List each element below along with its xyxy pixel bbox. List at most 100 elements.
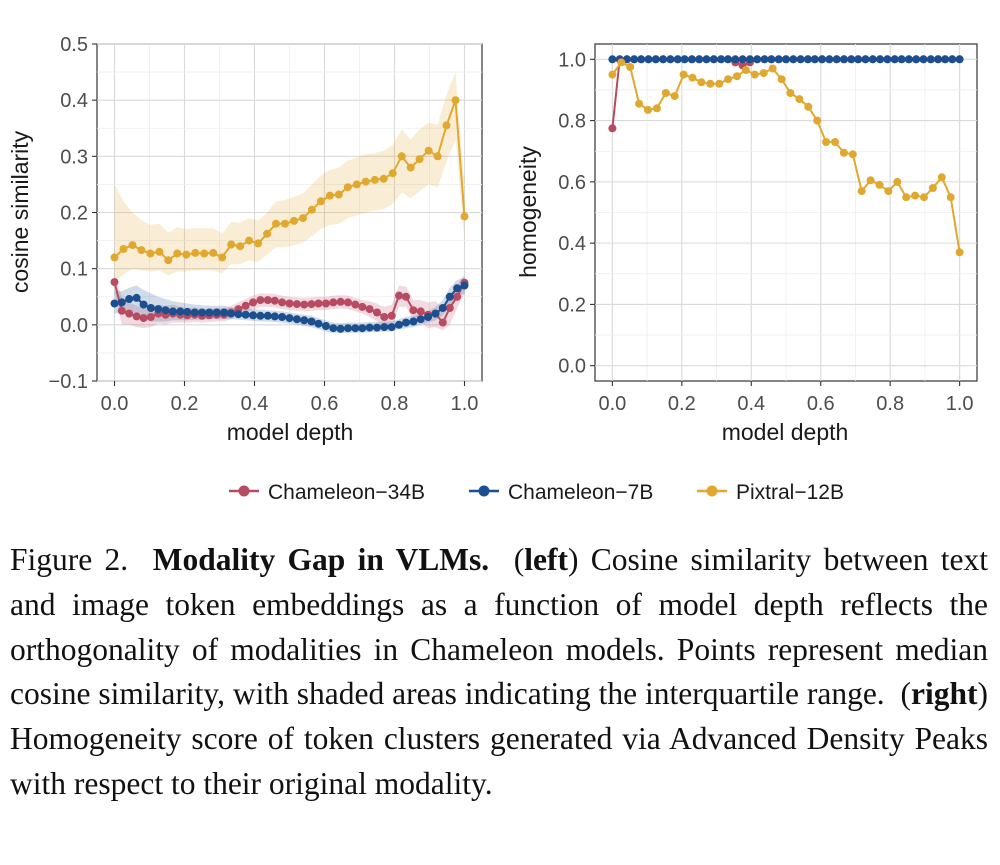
caption-left-word: left xyxy=(524,542,568,577)
y-tick-label: 0.8 xyxy=(558,111,586,133)
data-point-chameleon-7b xyxy=(868,55,877,64)
data-point-chameleon-7b xyxy=(818,55,827,64)
data-point-chameleon-7b xyxy=(183,307,192,316)
data-point-pixtral-12b xyxy=(635,99,644,108)
data-point-chameleon-7b xyxy=(292,315,301,324)
data-point-chameleon-7b xyxy=(941,55,950,64)
data-point-chameleon-7b xyxy=(897,55,906,64)
data-point-pixtral-12b xyxy=(750,70,759,79)
x-tick-label: 0.2 xyxy=(171,393,199,415)
data-point-chameleon-7b xyxy=(695,55,704,64)
data-point-pixtral-12b xyxy=(724,75,733,84)
data-point-chameleon-7b xyxy=(825,55,834,64)
data-point-chameleon-7b xyxy=(673,55,682,64)
data-point-chameleon-34b xyxy=(402,292,410,301)
data-point-chameleon-7b xyxy=(300,316,309,325)
data-point-chameleon-34b xyxy=(132,312,141,321)
data-point-pixtral-12b xyxy=(902,193,911,202)
legend-marker xyxy=(478,485,490,497)
data-point-chameleon-7b xyxy=(329,324,338,333)
legend-label: Chameleon−7B xyxy=(508,481,653,504)
right-tick-labels: 0.0 0.2 0.4 0.6 0.8 1.0 0.0 0.2 0.4 0.6 0.8 1.0 xyxy=(558,49,973,415)
data-point-chameleon-7b xyxy=(365,323,374,332)
data-point-pixtral-12b xyxy=(911,191,920,200)
y-tick-label: 0.4 xyxy=(558,233,586,255)
data-point-chameleon-7b xyxy=(438,304,447,312)
data-point-chameleon-34b xyxy=(300,300,309,309)
data-point-chameleon-7b xyxy=(796,55,805,64)
data-point-chameleon-7b xyxy=(307,317,316,326)
x-tick-label: 1.0 xyxy=(946,393,974,415)
series-line-pixtral-12b xyxy=(611,61,961,253)
data-point-chameleon-7b xyxy=(651,55,660,64)
left-gridlines xyxy=(97,43,482,382)
data-point-pixtral-12b xyxy=(388,169,397,178)
data-point-chameleon-7b xyxy=(774,55,783,64)
caption-right-text: Homogeneity score of token clusters gene… xyxy=(10,721,988,801)
data-point-chameleon-7b xyxy=(912,55,921,64)
data-point-pixtral-12b xyxy=(442,121,451,130)
data-point-pixtral-12b xyxy=(822,138,831,146)
data-point-chameleon-7b xyxy=(753,55,762,64)
data-point-chameleon-34b xyxy=(445,304,454,312)
data-point-pixtral-12b xyxy=(608,70,617,79)
data-point-chameleon-7b xyxy=(460,281,469,290)
data-point-chameleon-7b xyxy=(926,55,935,64)
data-point-pixtral-12b xyxy=(182,250,191,259)
data-point-chameleon-7b xyxy=(146,304,155,312)
data-point-pixtral-12b xyxy=(759,69,768,78)
data-point-chameleon-34b xyxy=(358,302,367,311)
data-point-pixtral-12b xyxy=(813,116,822,125)
figure: 0.0 0.2 0.4 0.6 0.8 1.0 −0.1 0.0 0.1 0.2 0.3 0.4 0.5… xyxy=(7,34,978,504)
iqr-band-pixtral-12b xyxy=(114,72,465,283)
y-tick-label: 1.0 xyxy=(558,49,586,71)
right-panel: 0.0 0.2 0.4 0.6 0.8 1.0 0.0 0.2 0.4 0.6 0.8 1.0 mod… xyxy=(515,43,978,445)
data-point-pixtral-12b xyxy=(804,102,813,111)
data-point-chameleon-7b xyxy=(336,324,345,333)
caption-left-close: ) xyxy=(567,542,579,577)
data-point-pixtral-12b xyxy=(733,72,741,81)
caption-right-close: ) xyxy=(977,676,989,712)
legend-marker xyxy=(238,485,250,497)
data-point-pixtral-12b xyxy=(137,246,146,255)
data-point-chameleon-7b xyxy=(854,55,863,64)
y-tick-label: 0.3 xyxy=(60,146,88,168)
left-data-points xyxy=(110,96,469,333)
caption-prefix: Figure 2. xyxy=(10,542,129,577)
data-point-chameleon-34b xyxy=(292,300,301,309)
caption-right-open: ( xyxy=(900,676,912,712)
data-point-chameleon-34b xyxy=(329,298,338,307)
data-point-chameleon-7b xyxy=(234,310,243,319)
data-point-pixtral-12b xyxy=(155,247,164,256)
data-point-chameleon-7b xyxy=(724,55,732,64)
data-point-chameleon-7b xyxy=(431,309,440,318)
data-point-pixtral-12b xyxy=(343,183,352,192)
data-point-pixtral-12b xyxy=(200,249,209,258)
series-line-pixtral-12b xyxy=(113,99,466,262)
data-point-chameleon-7b xyxy=(890,55,899,64)
data-point-pixtral-12b xyxy=(670,92,679,101)
data-point-chameleon-7b xyxy=(125,295,134,303)
data-point-chameleon-7b xyxy=(249,311,258,320)
data-point-pixtral-12b xyxy=(290,216,298,225)
data-point-chameleon-7b xyxy=(198,308,206,317)
legend-label: Pixtral−12B xyxy=(736,481,844,504)
data-point-chameleon-34b xyxy=(110,278,119,287)
legend-label: Chameleon−34B xyxy=(268,481,425,504)
data-point-chameleon-7b xyxy=(402,318,410,327)
data-point-pixtral-12b xyxy=(679,70,688,79)
data-point-chameleon-7b xyxy=(256,311,265,320)
data-point-chameleon-7b xyxy=(220,308,228,317)
left-tick-labels: 0.0 0.2 0.4 0.6 0.8 1.0 −0.1 0.0 0.1 0.2 0.3 0.4 0.5 xyxy=(49,34,479,415)
data-point-pixtral-12b xyxy=(795,95,804,104)
data-point-chameleon-34b xyxy=(125,309,134,318)
data-point-pixtral-12b xyxy=(768,64,777,73)
data-point-chameleon-7b xyxy=(948,55,957,64)
data-point-pixtral-12b xyxy=(741,66,750,74)
data-point-chameleon-7b xyxy=(644,55,653,64)
data-point-pixtral-12b xyxy=(361,177,370,186)
data-point-pixtral-12b xyxy=(209,248,218,257)
data-point-chameleon-34b xyxy=(270,296,279,305)
data-point-chameleon-7b xyxy=(351,324,360,333)
data-point-pixtral-12b xyxy=(433,152,442,161)
